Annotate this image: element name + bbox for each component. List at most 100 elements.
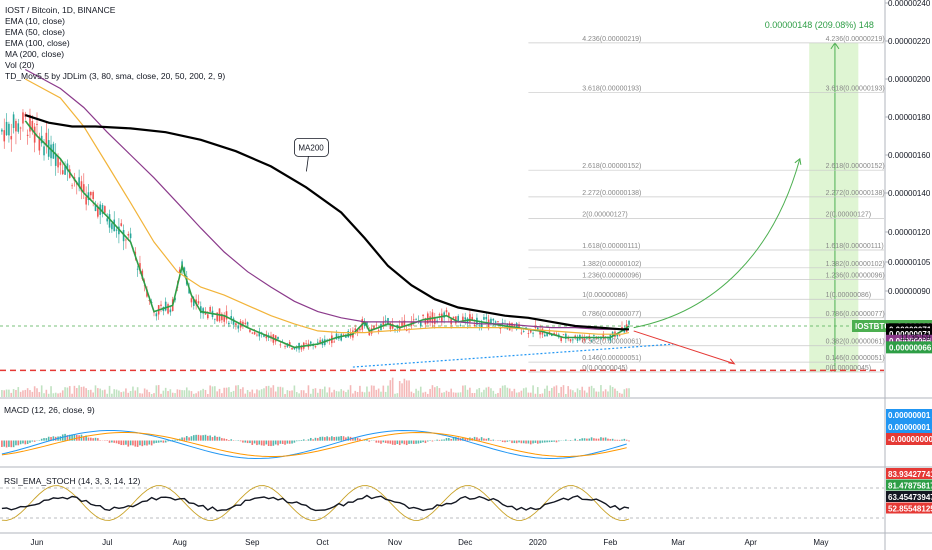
macd-histogram-bar: [586, 438, 588, 441]
candle-body: [78, 177, 80, 187]
candle-body: [113, 219, 116, 232]
volume-bar: [483, 389, 485, 397]
candle-body: [97, 206, 99, 217]
volume-bar: [415, 388, 417, 397]
candle-body: [464, 317, 467, 320]
macd-value-label: -0.00000000: [888, 435, 932, 444]
macd-histogram-bar: [394, 440, 396, 445]
candle-body: [527, 333, 530, 334]
fib-level-label: 0.786(0.00000077): [826, 311, 885, 318]
candle-body: [207, 314, 209, 319]
ma200-callout-box: [293, 137, 329, 157]
volume-bar: [298, 393, 300, 397]
volume-bar: [457, 392, 459, 397]
volume-bar: [345, 392, 347, 397]
macd-histogram-bar: [387, 440, 389, 444]
macd-histogram-bar: [40, 438, 43, 441]
candle-body: [139, 263, 141, 271]
indicator-ema50[interactable]: EMA (50, close): [5, 27, 65, 37]
macd-pane-title[interactable]: MACD (12, 26, close, 9): [4, 405, 95, 415]
candle-body: [164, 301, 167, 311]
volume-bar: [504, 385, 506, 397]
candle-body: [54, 153, 57, 166]
macd-histogram-bar: [312, 439, 314, 441]
volume-bar: [286, 390, 289, 397]
candle-body: [335, 333, 338, 340]
volume-bar: [607, 391, 609, 397]
macd-histogram-bar: [515, 440, 518, 444]
macd-histogram-bar: [487, 437, 490, 441]
candle-body: [511, 322, 513, 328]
volume-bar: [284, 393, 286, 397]
volume-bar: [232, 390, 235, 397]
macd-histogram-bar: [307, 439, 310, 441]
candle-body: [197, 301, 200, 304]
macd-histogram-bar: [511, 440, 513, 444]
candle-body: [71, 185, 73, 187]
macd-histogram-bar: [97, 438, 99, 441]
fib-level-label: 2.272(0.00000138): [582, 190, 641, 197]
macd-histogram-bar: [302, 439, 305, 441]
volume-bar: [253, 393, 256, 397]
macd-histogram-bar: [363, 440, 366, 441]
macd-histogram-bar: [47, 436, 50, 441]
macd-histogram-bar: [529, 440, 532, 445]
candle-body: [85, 196, 87, 205]
macd-histogram-bar: [426, 440, 429, 442]
rsi-value-label: 52.85548125: [888, 505, 932, 514]
macd-histogram-bar: [551, 440, 553, 442]
volume-bar: [256, 389, 258, 397]
volume-bar: [356, 391, 359, 397]
macd-histogram-bar: [398, 440, 401, 446]
volume-bar: [373, 385, 375, 397]
candle-body: [169, 309, 172, 313]
macd-histogram-bar: [424, 440, 427, 444]
candle-body: [319, 340, 321, 344]
candle-body: [33, 126, 36, 143]
candle-body: [178, 269, 181, 273]
macd-histogram-bar: [19, 440, 22, 445]
candle-body: [600, 338, 602, 340]
macd-histogram-bar: [288, 440, 291, 444]
candle-body: [190, 298, 193, 303]
candle-body: [129, 233, 132, 239]
macd-histogram-bar: [527, 440, 530, 444]
x-tick-label: Oct: [316, 538, 329, 547]
macd-histogram-bar: [160, 440, 162, 443]
candle-body: [359, 328, 361, 331]
volume-bar: [595, 391, 598, 397]
volume-bar: [515, 392, 518, 397]
macd-histogram-bar: [164, 440, 167, 443]
x-tick-label: Sep: [245, 538, 260, 547]
candle-body: [274, 335, 277, 342]
macd-histogram-bar: [92, 438, 94, 441]
candle-body: [188, 288, 190, 294]
macd-histogram-bar: [221, 438, 223, 441]
indicator-ema10[interactable]: EMA (10, close): [5, 16, 65, 26]
candle-body: [1, 129, 3, 132]
indicator-ema100[interactable]: EMA (100, close): [5, 38, 70, 48]
indicator-td-mov[interactable]: TD_Mov5.5 by JDLim (3, 80, sma, close, 2…: [5, 71, 226, 81]
candle-body: [546, 332, 548, 337]
indicator-ma200[interactable]: MA (200, close): [5, 49, 65, 59]
candle-body: [560, 337, 562, 342]
macd-histogram-bar: [115, 440, 118, 444]
macd-histogram-bar: [588, 438, 591, 441]
macd-histogram-bar: [17, 440, 20, 446]
fib-level-label: 1(0.00000086): [826, 292, 872, 299]
volume-bar: [551, 387, 553, 397]
volume-bar: [499, 388, 502, 397]
rsi-pane-title[interactable]: RSI_EMA_STOCH (14, 3, 3, 14, 12): [4, 476, 141, 486]
candle-body: [64, 166, 66, 175]
macd-histogram-bar: [225, 438, 228, 441]
macd-histogram-bar: [195, 434, 197, 441]
indicator-volume[interactable]: Vol (20): [5, 60, 35, 70]
macd-histogram-bar: [366, 439, 368, 441]
volume-bar: [244, 393, 247, 397]
candle-body: [532, 332, 534, 334]
x-tick-label: Dec: [458, 538, 472, 547]
volume-bar: [302, 390, 305, 397]
candle-body: [562, 334, 565, 336]
macd-histogram-bar: [342, 436, 345, 441]
